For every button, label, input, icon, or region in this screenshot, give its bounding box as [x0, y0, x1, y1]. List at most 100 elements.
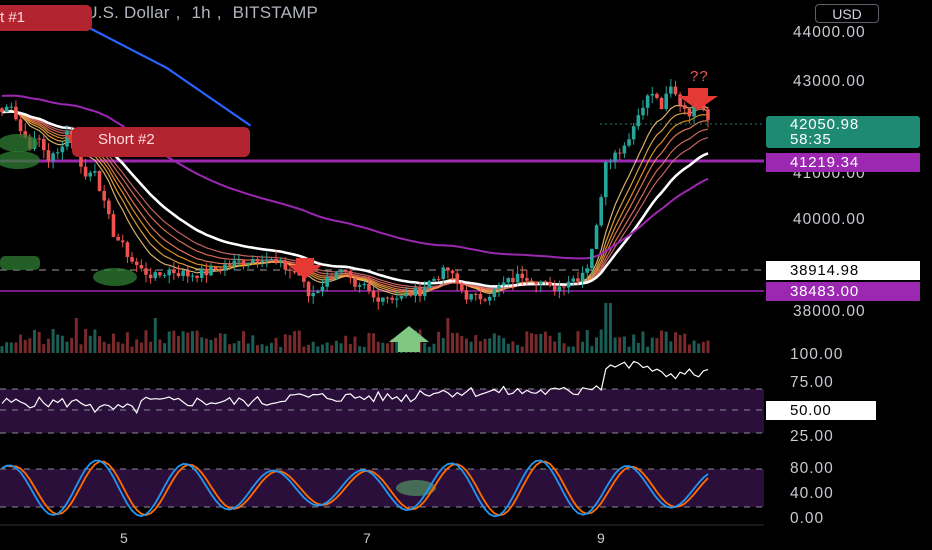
candle-body: [334, 272, 339, 279]
volume-bar: [190, 331, 194, 353]
candle-body: [395, 298, 399, 300]
volume-bar: [367, 332, 371, 353]
candle: [288, 267, 292, 279]
currency-button[interactable]: USD: [815, 4, 879, 23]
candle: [501, 276, 506, 294]
volume-bar: [246, 343, 250, 353]
candle: [576, 271, 580, 286]
volume-bar: [70, 338, 74, 353]
candle-body: [655, 93, 659, 98]
candle-body: [487, 296, 492, 301]
candle: [362, 280, 367, 290]
volume-bar: [697, 343, 701, 353]
volume-bar: [297, 330, 301, 353]
candle: [371, 286, 376, 303]
volume-bar: [474, 335, 478, 353]
volume-bar: [320, 344, 324, 353]
candle: [325, 270, 329, 292]
candle-body: [288, 269, 292, 271]
volume-bar: [386, 343, 390, 353]
candle-body: [232, 260, 237, 266]
rsi-tick-25: 25.00: [790, 428, 834, 445]
volume-bar: [390, 339, 394, 353]
candle: [311, 285, 315, 304]
volume-bar: [344, 335, 348, 353]
volume-bar: [632, 334, 636, 353]
volume-bar: [530, 333, 533, 353]
candle: [473, 292, 478, 301]
volume-bar: [93, 329, 97, 353]
candle: [60, 141, 65, 160]
candle-body: [571, 278, 576, 282]
candle: [283, 257, 288, 275]
candle: [659, 96, 664, 110]
candle-body: [283, 260, 288, 270]
candle: [622, 142, 627, 159]
candle: [464, 286, 469, 304]
volume-bar: [251, 335, 255, 353]
volume-bar: [65, 341, 69, 353]
volume-bar: [520, 346, 524, 353]
candle: [260, 255, 264, 267]
candle-body: [511, 277, 515, 283]
candle: [4, 104, 9, 113]
candle: [274, 250, 278, 265]
candle: [185, 265, 190, 283]
volume-bar: [130, 346, 134, 353]
candle-body: [278, 260, 283, 262]
volume-bar: [28, 338, 32, 353]
candle-body: [446, 267, 450, 271]
volume-bar: [316, 346, 320, 353]
candle-body: [441, 267, 446, 280]
candle: [538, 280, 543, 292]
short-1-label: t #1: [0, 9, 26, 26]
candle: [571, 275, 576, 287]
candle-body: [362, 283, 367, 286]
volume-bar: [158, 339, 162, 353]
volume-bar: [46, 338, 50, 353]
candle: [557, 280, 562, 299]
candle-body: [120, 240, 125, 243]
last-price-value: 42050.98: [790, 116, 859, 133]
volume-bar: [186, 332, 190, 353]
volume-bar: [687, 344, 691, 353]
candle: [636, 108, 641, 131]
volume-bar: [139, 342, 143, 353]
volume-bar: [576, 331, 580, 353]
stoch-tick-0: 0.00: [790, 510, 825, 527]
candle: [511, 270, 515, 291]
volume-bar: [571, 346, 575, 353]
candle-body: [4, 106, 9, 113]
volume-bar: [427, 346, 431, 353]
candle: [534, 281, 538, 293]
candle-body: [348, 271, 353, 279]
candle-body: [501, 282, 506, 286]
candle-body: [158, 272, 162, 276]
candle-body: [427, 280, 432, 288]
candle-body: [599, 197, 603, 226]
candle-body: [37, 138, 41, 140]
candle-body: [311, 292, 315, 297]
level-mid-tag: 38914.98: [766, 261, 920, 280]
volume-bar: [279, 346, 283, 353]
candle: [604, 160, 608, 206]
candle-body: [413, 287, 418, 296]
candle-body: [659, 97, 664, 110]
candle-body: [55, 152, 60, 154]
stoch-k-line: [1, 459, 709, 518]
candle-body: [23, 131, 28, 138]
candle-body: [144, 268, 148, 275]
candle-body: [181, 270, 185, 277]
volume-bar: [613, 337, 617, 353]
volume-bar: [492, 333, 496, 353]
candle: [246, 262, 250, 269]
candle-body: [455, 273, 459, 284]
candle-body: [678, 94, 682, 106]
candle: [102, 184, 106, 209]
volume-bar: [19, 334, 23, 353]
candle: [65, 124, 69, 151]
candle: [492, 287, 497, 301]
candle-body: [51, 153, 55, 161]
volume-bar: [223, 333, 227, 353]
